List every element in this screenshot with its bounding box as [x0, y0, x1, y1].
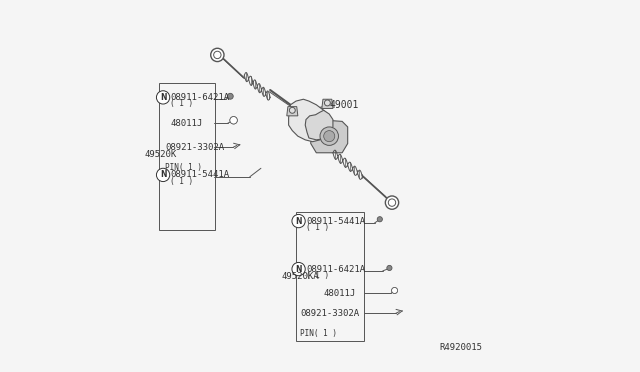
Text: 49520K: 49520K	[145, 150, 177, 159]
Circle shape	[227, 93, 233, 99]
Text: N: N	[295, 217, 302, 225]
Circle shape	[292, 214, 305, 228]
Text: ( 1 ): ( 1 )	[306, 223, 329, 232]
Text: 08921-3302A: 08921-3302A	[300, 309, 360, 318]
Text: PIN( 1 ): PIN( 1 )	[165, 163, 202, 172]
Text: N: N	[160, 170, 166, 179]
Polygon shape	[311, 119, 348, 153]
Circle shape	[320, 127, 339, 145]
Polygon shape	[287, 107, 298, 116]
Circle shape	[230, 116, 237, 124]
Polygon shape	[322, 99, 333, 109]
Circle shape	[392, 288, 397, 294]
Text: 48011J: 48011J	[324, 289, 356, 298]
Text: PIN( 1 ): PIN( 1 )	[300, 329, 337, 338]
Text: R4920015: R4920015	[440, 343, 483, 352]
Text: 08911-6421A: 08911-6421A	[170, 93, 230, 102]
Polygon shape	[305, 110, 333, 140]
Text: 08921-3302A: 08921-3302A	[165, 143, 224, 152]
Text: 08911-6421A: 08911-6421A	[306, 264, 365, 273]
Circle shape	[156, 91, 170, 104]
Text: N: N	[295, 264, 302, 273]
Circle shape	[385, 196, 399, 209]
Text: 08911-5441A: 08911-5441A	[170, 170, 230, 179]
Text: 08911-5441A: 08911-5441A	[306, 217, 365, 225]
Circle shape	[377, 217, 382, 222]
Circle shape	[392, 288, 397, 294]
Circle shape	[387, 265, 392, 270]
Text: 48011J: 48011J	[170, 119, 203, 128]
Text: ( 1 ): ( 1 )	[170, 177, 193, 186]
Circle shape	[289, 108, 295, 113]
Circle shape	[230, 116, 237, 124]
Text: 49520KA: 49520KA	[281, 272, 319, 281]
Circle shape	[214, 51, 221, 59]
Text: 49001: 49001	[329, 100, 358, 110]
Circle shape	[324, 131, 335, 142]
Circle shape	[292, 262, 305, 276]
Circle shape	[211, 48, 224, 62]
Text: ( 1 ): ( 1 )	[306, 271, 329, 280]
Text: N: N	[160, 93, 166, 102]
Circle shape	[388, 199, 396, 206]
Circle shape	[324, 100, 330, 106]
Text: ( 1 ): ( 1 )	[170, 99, 193, 108]
Circle shape	[156, 168, 170, 182]
Polygon shape	[289, 99, 331, 142]
